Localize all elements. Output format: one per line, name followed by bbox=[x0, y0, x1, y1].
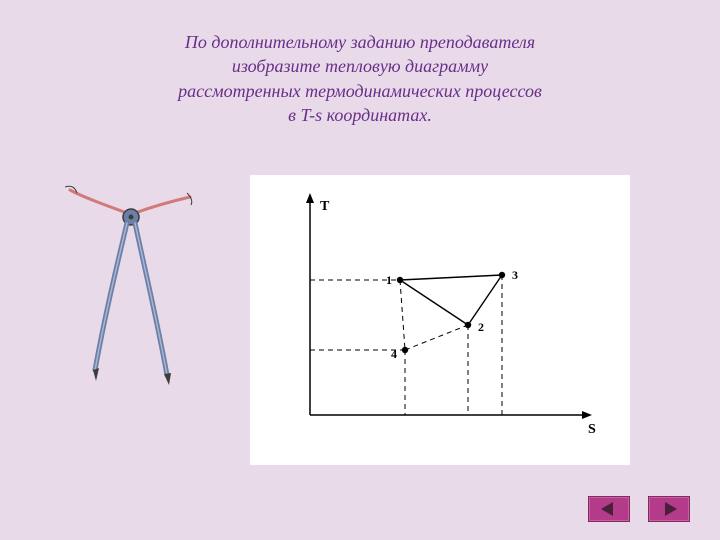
arrow-right-icon bbox=[659, 502, 679, 516]
svg-text:2: 2 bbox=[478, 320, 484, 334]
arrow-left-icon bbox=[599, 502, 619, 516]
prev-button[interactable] bbox=[588, 496, 630, 522]
svg-text:1: 1 bbox=[386, 273, 392, 287]
svg-text:T: T bbox=[320, 199, 330, 214]
task-line: По дополнительному заданию преподавателя bbox=[0, 30, 720, 54]
task-line: изобразите тепловую диаграмму bbox=[0, 54, 720, 78]
task-line: в T-s координатах. bbox=[0, 103, 720, 127]
task-text: По дополнительному заданию преподавателя… bbox=[0, 30, 720, 127]
compass-illustration bbox=[65, 175, 195, 385]
svg-text:4: 4 bbox=[391, 347, 397, 361]
task-line: рассмотренных термодинамических процессо… bbox=[0, 79, 720, 103]
next-button[interactable] bbox=[648, 496, 690, 522]
svg-text:S: S bbox=[588, 422, 596, 437]
ts-chart: T S 1 2 3 4 bbox=[250, 175, 630, 465]
nav-buttons bbox=[588, 496, 690, 522]
svg-text:3: 3 bbox=[512, 268, 518, 282]
